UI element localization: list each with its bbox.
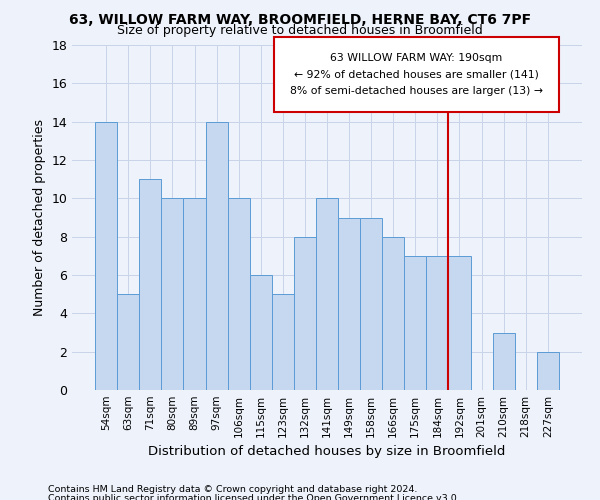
Bar — [161, 198, 184, 390]
Bar — [227, 198, 250, 390]
Bar — [274, 38, 559, 112]
Text: 63, WILLOW FARM WAY, BROOMFIELD, HERNE BAY, CT6 7PF: 63, WILLOW FARM WAY, BROOMFIELD, HERNE B… — [69, 12, 531, 26]
Y-axis label: Number of detached properties: Number of detached properties — [33, 119, 46, 316]
Text: ← 92% of detached houses are smaller (141): ← 92% of detached houses are smaller (14… — [294, 70, 539, 80]
Bar — [493, 332, 515, 390]
Text: Contains public sector information licensed under the Open Government Licence v3: Contains public sector information licen… — [48, 494, 460, 500]
Bar — [117, 294, 139, 390]
Bar — [184, 198, 206, 390]
Bar — [139, 179, 161, 390]
Bar — [294, 236, 316, 390]
Bar — [272, 294, 294, 390]
Text: 63 WILLOW FARM WAY: 190sqm: 63 WILLOW FARM WAY: 190sqm — [330, 53, 503, 63]
Bar — [537, 352, 559, 390]
Bar — [250, 275, 272, 390]
Bar — [338, 218, 360, 390]
X-axis label: Distribution of detached houses by size in Broomfield: Distribution of detached houses by size … — [148, 446, 506, 458]
Bar — [360, 218, 382, 390]
Text: Size of property relative to detached houses in Broomfield: Size of property relative to detached ho… — [117, 24, 483, 37]
Bar — [427, 256, 448, 390]
Bar — [316, 198, 338, 390]
Text: Contains HM Land Registry data © Crown copyright and database right 2024.: Contains HM Land Registry data © Crown c… — [48, 485, 418, 494]
Bar — [448, 256, 470, 390]
Text: 8% of semi-detached houses are larger (13) →: 8% of semi-detached houses are larger (1… — [290, 86, 543, 97]
Bar — [95, 122, 117, 390]
Bar — [404, 256, 427, 390]
Bar — [206, 122, 227, 390]
Bar — [382, 236, 404, 390]
